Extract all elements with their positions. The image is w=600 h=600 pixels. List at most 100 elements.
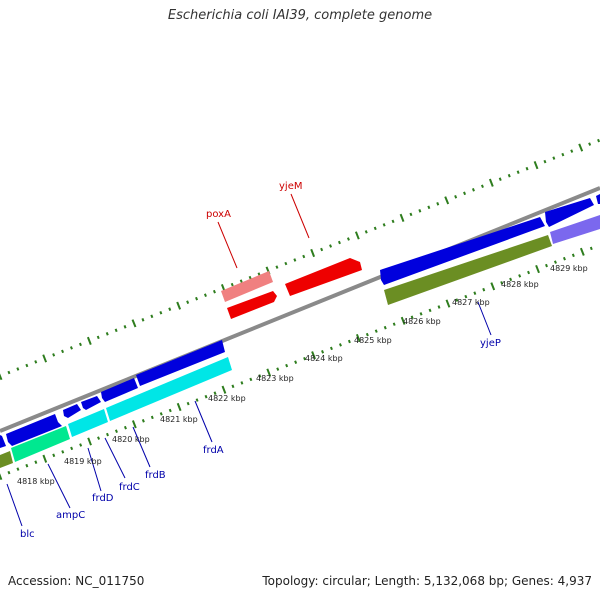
inner-track-major-tick bbox=[445, 299, 451, 308]
inner-track-minor-tick bbox=[7, 470, 11, 475]
gene-forward-8[interactable] bbox=[596, 194, 600, 204]
inner-track-major-tick bbox=[42, 454, 48, 463]
outer-track-minor-tick bbox=[471, 188, 475, 192]
gene-forward-6[interactable] bbox=[380, 217, 545, 285]
outer-track-minor-tick bbox=[78, 342, 82, 347]
inner-track-minor-tick bbox=[553, 260, 557, 264]
forward-strand-genes bbox=[0, 194, 600, 448]
gene-label-frdC[interactable]: frdC bbox=[119, 482, 140, 493]
outer-track-minor-tick bbox=[275, 265, 279, 269]
inner-track-minor-tick bbox=[545, 263, 548, 268]
inner-track-minor-tick bbox=[186, 401, 190, 406]
frdC-leader bbox=[104, 437, 126, 479]
gene-label-frdD[interactable]: frdD bbox=[92, 493, 114, 504]
inner-track-minor-tick bbox=[97, 436, 101, 440]
outer-track-minor-tick bbox=[382, 223, 386, 227]
outer-track-minor-tick bbox=[364, 230, 368, 234]
inner-track-major-tick bbox=[87, 437, 92, 446]
tick-label-4818: 4818 kbp bbox=[17, 477, 55, 486]
gene-forward-2[interactable] bbox=[63, 404, 81, 418]
gene-poxA-pink[interactable] bbox=[221, 271, 273, 302]
inner-tick-track bbox=[0, 246, 593, 481]
gene-label-frdB[interactable]: frdB bbox=[145, 470, 166, 481]
poxA-leader bbox=[217, 221, 238, 269]
inner-track-minor-tick bbox=[321, 350, 325, 354]
outer-track-minor-tick bbox=[436, 202, 440, 206]
tick-label-4828: 4828 kbp bbox=[501, 280, 539, 289]
inner-track-minor-tick bbox=[473, 291, 477, 295]
gene-forward-3[interactable] bbox=[81, 396, 101, 410]
outer-track-minor-tick bbox=[239, 279, 243, 283]
gene-ampC[interactable] bbox=[11, 426, 70, 462]
outer-track-minor-tick bbox=[284, 261, 288, 266]
inner-track-minor-tick bbox=[383, 325, 387, 330]
gene-forward-1[interactable] bbox=[6, 414, 62, 446]
inner-track-minor-tick bbox=[419, 312, 423, 316]
outer-track-major-tick bbox=[42, 354, 48, 363]
outer-track-minor-tick bbox=[320, 247, 324, 252]
gene-forward-5[interactable] bbox=[136, 340, 225, 386]
inner-track-minor-tick bbox=[347, 339, 351, 344]
inner-track-major-tick bbox=[221, 385, 227, 394]
gene-frdD-frdC[interactable] bbox=[68, 409, 108, 437]
gene-blc-reverse[interactable] bbox=[0, 451, 13, 468]
outer-track-major-tick bbox=[354, 231, 360, 240]
inner-track-minor-tick bbox=[123, 425, 127, 430]
outer-track-major-tick bbox=[488, 178, 494, 187]
gene-blc-forward[interactable] bbox=[0, 435, 6, 448]
tick-label-4820: 4820 kbp bbox=[112, 435, 150, 444]
inner-track-minor-tick bbox=[437, 305, 441, 309]
blc-leader bbox=[6, 483, 23, 527]
gene-label-yjeP[interactable]: yjeP bbox=[480, 338, 501, 349]
outer-track-minor-tick bbox=[597, 138, 600, 143]
gene-label-ampC[interactable]: ampC bbox=[56, 510, 85, 521]
outer-track-major-tick bbox=[578, 143, 584, 152]
outer-track-minor-tick bbox=[409, 212, 413, 217]
outer-track-minor-tick bbox=[454, 195, 458, 199]
outer-tick-track bbox=[0, 138, 600, 381]
gene-labels: blc ampC frdD frdC frdB frdA yjeP poxA y… bbox=[20, 181, 501, 540]
outer-track-minor-tick bbox=[96, 335, 100, 340]
gene-forward-7[interactable] bbox=[545, 198, 594, 227]
frdB-leader bbox=[132, 426, 151, 468]
yjeP-leader bbox=[477, 301, 492, 336]
inner-track-minor-tick bbox=[527, 270, 531, 275]
outer-track-minor-tick bbox=[588, 142, 592, 146]
gene-label-yjeM[interactable]: yjeM bbox=[279, 181, 302, 192]
gene-right-edge[interactable] bbox=[550, 215, 600, 244]
gene-label-blc[interactable]: blc bbox=[20, 529, 35, 540]
gene-poxA-red[interactable] bbox=[227, 291, 277, 319]
gene-yjeM[interactable] bbox=[285, 258, 362, 296]
inner-track-major-tick bbox=[490, 282, 496, 291]
gene-label-frdA[interactable]: frdA bbox=[203, 445, 224, 456]
genome-title: Escherichia coli IAI39, complete genome bbox=[167, 8, 433, 23]
inner-track-minor-tick bbox=[141, 419, 145, 423]
tick-label-4827: 4827 kbp bbox=[452, 298, 490, 307]
outer-track-major-tick bbox=[444, 196, 450, 205]
outer-track-minor-tick bbox=[570, 149, 574, 153]
outer-track-minor-tick bbox=[418, 209, 422, 213]
inner-track-minor-tick bbox=[464, 294, 468, 299]
tick-label-4825: 4825 kbp bbox=[354, 336, 392, 345]
inner-track-minor-tick bbox=[410, 315, 414, 320]
outer-track-major-tick bbox=[310, 248, 316, 258]
accession-text: Accession: NC_011750 bbox=[8, 574, 145, 588]
outer-track-minor-tick bbox=[25, 363, 29, 368]
ampC-leader bbox=[47, 463, 71, 509]
gene-frdB-frdA[interactable] bbox=[106, 357, 232, 421]
outer-track-major-tick bbox=[0, 373, 3, 381]
inner-track-minor-tick bbox=[374, 329, 378, 333]
gene-forward-4[interactable] bbox=[101, 378, 138, 402]
outer-track-minor-tick bbox=[69, 346, 73, 350]
gene-label-poxA[interactable]: poxA bbox=[206, 209, 231, 220]
inner-track-minor-tick bbox=[150, 415, 154, 420]
inner-track-major-tick bbox=[0, 473, 3, 481]
inner-track-minor-tick bbox=[168, 408, 172, 413]
gene-yjeP[interactable] bbox=[384, 235, 552, 305]
inner-track-minor-tick bbox=[52, 453, 56, 458]
outer-track-minor-tick bbox=[463, 191, 467, 196]
inner-track-minor-tick bbox=[70, 446, 74, 451]
inner-track-minor-tick bbox=[455, 298, 459, 302]
inner-track-minor-tick bbox=[25, 463, 29, 468]
